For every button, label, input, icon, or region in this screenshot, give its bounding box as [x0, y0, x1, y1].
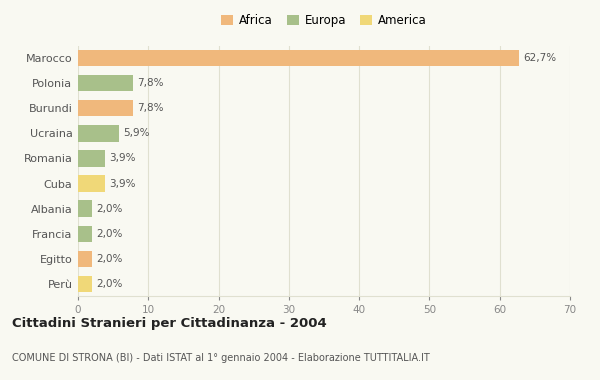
Text: COMUNE DI STRONA (BI) - Dati ISTAT al 1° gennaio 2004 - Elaborazione TUTTITALIA.: COMUNE DI STRONA (BI) - Dati ISTAT al 1°… [12, 353, 430, 363]
Bar [78, 50, 518, 66]
Text: 2,0%: 2,0% [96, 254, 122, 264]
Text: 3,9%: 3,9% [110, 179, 136, 188]
Bar [78, 276, 92, 292]
Text: 2,0%: 2,0% [96, 204, 122, 214]
Legend: Africa, Europa, America: Africa, Europa, America [221, 14, 427, 27]
Text: 3,9%: 3,9% [110, 154, 136, 163]
Bar [78, 201, 92, 217]
Text: 7,8%: 7,8% [137, 78, 164, 88]
Text: Cittadini Stranieri per Cittadinanza - 2004: Cittadini Stranieri per Cittadinanza - 2… [12, 317, 327, 330]
Bar [78, 176, 106, 192]
Text: 7,8%: 7,8% [137, 103, 164, 113]
Bar [78, 125, 119, 141]
Bar [78, 75, 133, 91]
Text: 5,9%: 5,9% [124, 128, 150, 138]
Bar [78, 100, 133, 116]
Text: 2,0%: 2,0% [96, 229, 122, 239]
Text: 62,7%: 62,7% [523, 53, 556, 63]
Bar [78, 226, 92, 242]
Text: 2,0%: 2,0% [96, 279, 122, 289]
Bar [78, 150, 106, 166]
Bar [78, 251, 92, 267]
